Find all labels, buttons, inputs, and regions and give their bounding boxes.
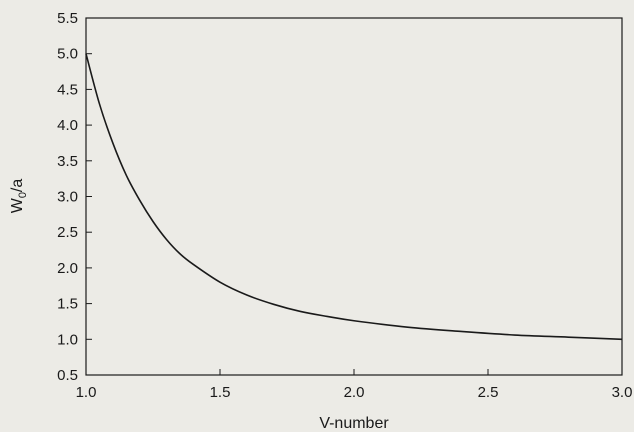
- y-tick-label: 4.5: [57, 81, 78, 98]
- x-tick-label: 3.0: [612, 384, 633, 401]
- y-tick-label: 5.0: [57, 46, 78, 63]
- y-axis-label-tail: /a: [9, 179, 26, 192]
- y-tick-label: 3.0: [57, 189, 78, 206]
- y-tick-label: 2.0: [57, 260, 78, 277]
- y-tick-label: 5.5: [57, 10, 78, 27]
- x-axis-ticks: 1.0 1.5 2.0 2.5 3.0: [76, 369, 633, 401]
- y-tick-label: 2.5: [57, 224, 78, 241]
- y-axis-ticks: 0.5 1.0 1.5 2.0 2.5 3.0 3.5 4.0 4.5 5.0 5.5: [57, 10, 92, 384]
- data-curve: [85, 53, 623, 341]
- x-axis-label: V-number: [319, 415, 389, 432]
- x-tick-label: 2.5: [478, 384, 499, 401]
- y-tick-label: 1.0: [57, 331, 78, 348]
- x-tick-label: 1.5: [210, 384, 231, 401]
- y-tick-label: 0.5: [57, 367, 78, 384]
- x-tick-label: 2.0: [344, 384, 365, 401]
- y-axis-label-main: W: [9, 197, 26, 213]
- y-tick-label: 4.0: [57, 117, 78, 134]
- y-tick-label: 1.5: [57, 296, 78, 313]
- y-tick-label: 3.5: [57, 153, 78, 170]
- x-tick-label: 1.0: [76, 384, 97, 401]
- y-axis-label: W0/a: [9, 179, 29, 214]
- y-axis-label-subscript: 0: [17, 192, 29, 198]
